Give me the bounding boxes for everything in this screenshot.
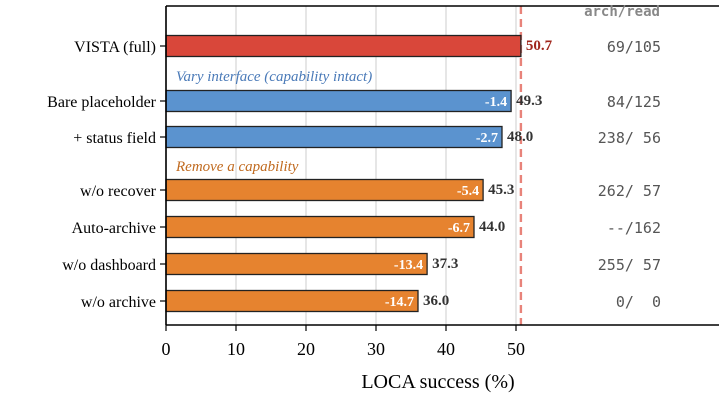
x-tick-label: 10 bbox=[227, 339, 245, 359]
bar bbox=[165, 125, 503, 149]
delta-label: -2.7 bbox=[476, 131, 498, 146]
side-value: 238/ 56 bbox=[598, 129, 661, 147]
x-tick-label: 50 bbox=[507, 339, 525, 359]
side-value: 69/105 bbox=[607, 38, 661, 56]
value-label: 44.0 bbox=[479, 219, 505, 235]
axes: 0 10 20 30 40 50 bbox=[160, 5, 719, 359]
category-label: w/o archive bbox=[81, 294, 156, 311]
side-column-header: arch/read bbox=[584, 4, 660, 20]
side-value: 255/ 57 bbox=[598, 256, 661, 274]
x-tick-label: 40 bbox=[437, 339, 455, 359]
x-tick-label: 0 bbox=[162, 339, 171, 359]
bars bbox=[165, 34, 522, 313]
category-label: w/o dashboard bbox=[62, 257, 156, 274]
labels: VISTA (full) 50.7 69/105 Bare placeholder -1… bbox=[47, 38, 661, 311]
group-heading: Remove a capability bbox=[175, 159, 299, 175]
bar bbox=[165, 89, 512, 113]
bar bbox=[165, 252, 428, 276]
side-value: --/162 bbox=[607, 219, 661, 237]
x-tick-label: 20 bbox=[297, 339, 315, 359]
x-axis-label: LOCA success (%) bbox=[361, 371, 514, 393]
x-tick-label: 30 bbox=[367, 339, 385, 359]
category-label: + status field bbox=[73, 130, 156, 147]
delta-label: -6.7 bbox=[448, 221, 470, 236]
category-label: Bare placeholder bbox=[47, 94, 157, 111]
category-label: VISTA (full) bbox=[74, 39, 156, 56]
value-label: 37.3 bbox=[432, 256, 458, 272]
delta-label: -14.7 bbox=[385, 295, 414, 310]
value-label: 49.3 bbox=[516, 93, 542, 109]
bar bbox=[165, 215, 475, 239]
delta-label: -13.4 bbox=[394, 258, 423, 273]
side-value: 262/ 57 bbox=[598, 182, 661, 200]
side-value: 0/ 0 bbox=[616, 293, 661, 311]
value-label: 48.0 bbox=[507, 129, 533, 145]
bar bbox=[165, 178, 484, 202]
side-value: 84/125 bbox=[607, 93, 661, 111]
group-heading: Vary interface (capability intact) bbox=[176, 69, 372, 85]
value-label: 36.0 bbox=[423, 293, 449, 309]
value-label: 50.7 bbox=[526, 38, 553, 54]
category-label: w/o recover bbox=[80, 183, 157, 200]
value-label: 45.3 bbox=[488, 182, 514, 198]
bar bbox=[165, 34, 522, 58]
delta-label: -1.4 bbox=[485, 95, 507, 110]
delta-label: -5.4 bbox=[457, 184, 479, 199]
category-label: Auto-archive bbox=[72, 220, 156, 237]
bar bbox=[165, 289, 419, 313]
